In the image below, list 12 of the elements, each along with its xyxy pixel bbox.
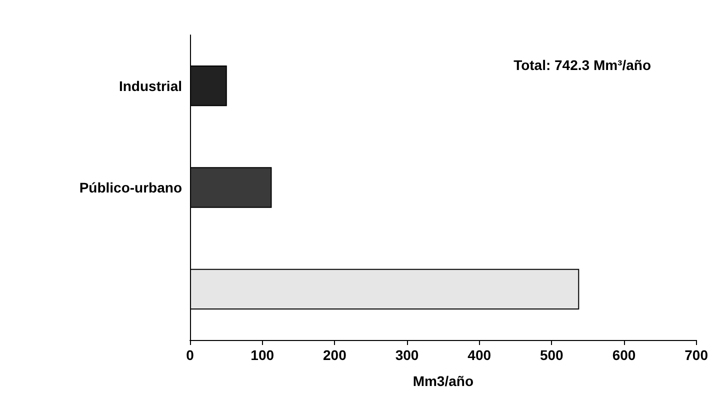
y-tick-label: Industrial bbox=[118, 78, 182, 94]
x-tick-label: 500 bbox=[540, 347, 564, 363]
x-tick-label: 400 bbox=[468, 347, 492, 363]
annotation: Total: 742.3 Mm³/año bbox=[514, 57, 652, 73]
x-tick-label: 300 bbox=[395, 347, 419, 363]
x-tick-label: 100 bbox=[250, 347, 274, 363]
x-tick-label: 0 bbox=[186, 347, 194, 363]
x-axis-title: Mm3/año bbox=[412, 373, 474, 389]
x-tick-label: 600 bbox=[612, 347, 636, 363]
y-tick-label: Público-urbano bbox=[79, 180, 182, 196]
x-tick-label: 700 bbox=[684, 347, 708, 363]
x-tick-label: 200 bbox=[322, 347, 347, 363]
